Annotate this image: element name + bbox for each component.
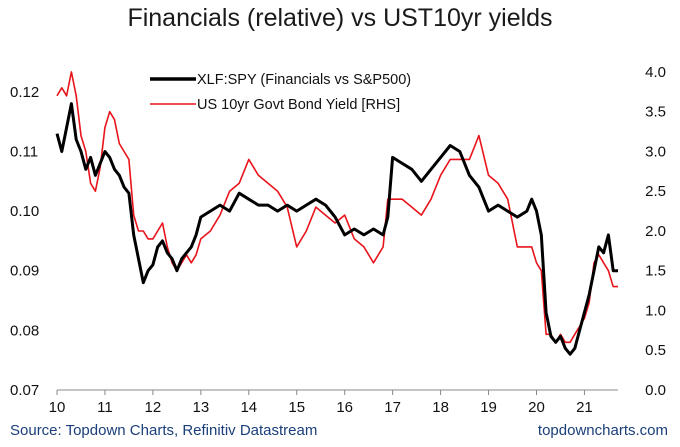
x-tick-label: 12 — [145, 399, 162, 416]
x-tick-label: 11 — [97, 399, 113, 416]
y-right-tick-label: 1.0 — [645, 302, 666, 319]
y-right-tick-label: 2.0 — [645, 223, 666, 240]
y-right-tick-label: 1.5 — [645, 263, 666, 280]
x-tick-label: 16 — [336, 399, 353, 416]
x-tick-label: 18 — [432, 399, 449, 416]
y-left-tick-label: 0.09 — [10, 263, 39, 280]
y-right-tick-label: 3.5 — [645, 104, 666, 121]
y-right-tick-label: 0.0 — [645, 382, 666, 399]
series-layer — [55, 71, 618, 356]
x-tick-label: 17 — [384, 399, 401, 416]
source-note: Source: Topdown Charts, Refinitiv Datast… — [10, 422, 318, 439]
legend-item-us10yr-label: US 10yr Govt Bond Yield [RHS] — [197, 97, 400, 113]
x-tick-label: 15 — [288, 399, 305, 416]
brand-credit: topdowncharts.com — [537, 422, 668, 439]
chart-title: Financials (relative) vs UST10yr yields — [127, 4, 553, 32]
y-left-tick-label: 0.12 — [10, 84, 39, 101]
x-tick-label: 21 — [576, 399, 593, 416]
legend: XLF:SPY (Financials vs S&P500) US 10yr Go… — [150, 72, 411, 113]
y-right-tick-label: 3.0 — [645, 143, 666, 160]
x-tick-label: 13 — [193, 399, 210, 416]
legend-item-xlf-spy-label: XLF:SPY (Financials vs S&P500) — [197, 72, 411, 88]
y-left-tick-label: 0.08 — [10, 322, 39, 339]
axes: 10 11 12 13 14 15 16 17 18 19 20 21 0.07 0.08 0.09 0.10… — [10, 64, 666, 416]
series-line-xlf-spy — [55, 102, 618, 356]
x-tick-label: 19 — [480, 399, 497, 416]
y-left-tick-label: 0.10 — [10, 203, 39, 220]
x-tick-label: 20 — [528, 399, 545, 416]
x-tick-label: 10 — [49, 399, 66, 416]
y-left-tick-label: 0.11 — [10, 143, 38, 160]
y-left-tick-label: 0.07 — [10, 382, 39, 399]
x-tick-label: 14 — [240, 399, 257, 416]
y-right-tick-label: 2.5 — [645, 183, 666, 200]
y-right-tick-label: 4.0 — [645, 64, 666, 81]
y-right-tick-label: 0.5 — [645, 342, 666, 359]
